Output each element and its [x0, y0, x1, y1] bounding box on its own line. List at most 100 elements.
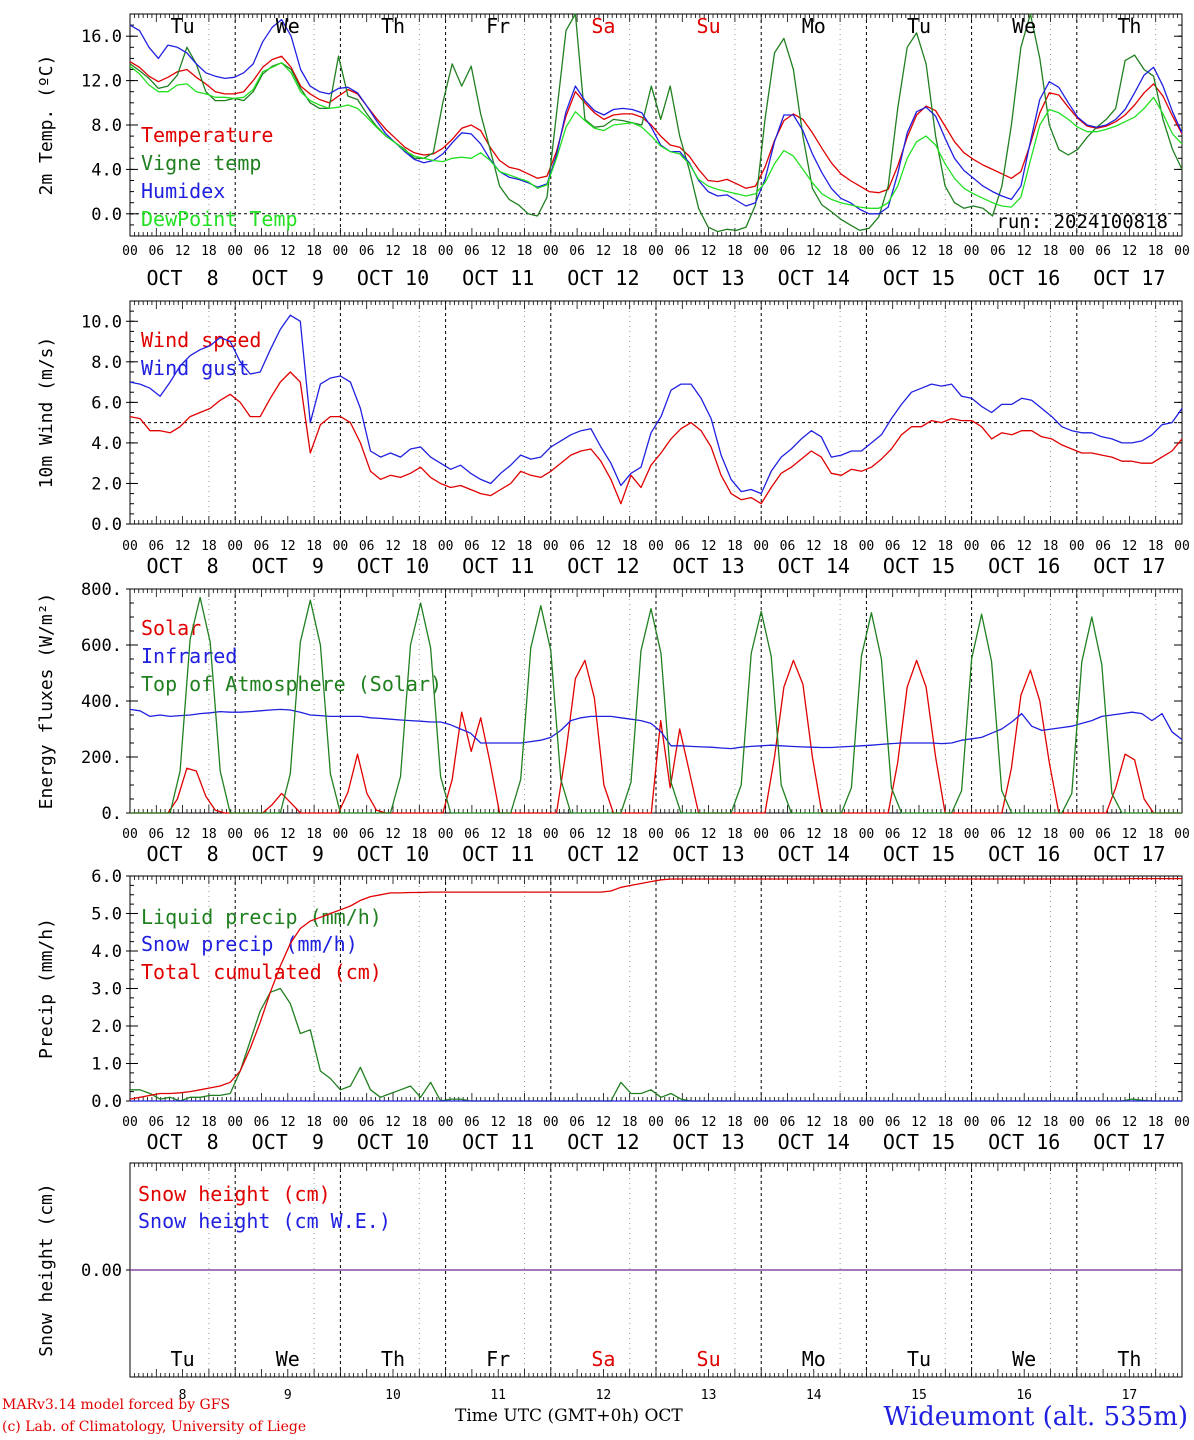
day-number: 10	[385, 1388, 401, 1403]
y-axis-label: Snow height (cm)	[36, 1183, 57, 1356]
series-line-total-cumulated-cm-	[129, 877, 1182, 1100]
hour-label: 12	[701, 827, 717, 842]
hour-label: 18	[201, 1115, 217, 1130]
hour-label: 18	[411, 244, 427, 259]
date-label: OCT 17	[1093, 266, 1165, 290]
date-label: OCT 13	[672, 1130, 744, 1154]
y-tick-label: 16.0	[81, 27, 122, 47]
y-tick-label: 2.0	[91, 474, 122, 494]
date-label: OCT 14	[778, 266, 850, 290]
legend-entry: Snow height (cm)	[138, 1182, 331, 1206]
hour-label: 18	[1043, 827, 1059, 842]
y-tick-label: 6.0	[91, 867, 122, 887]
legend-entry: Wind gust	[141, 356, 249, 380]
hour-label: 18	[622, 827, 638, 842]
y-tick-label: 12.0	[81, 72, 122, 92]
weekday-label: We	[276, 14, 300, 38]
hour-label: 18	[937, 1115, 953, 1130]
hour-label: 12	[175, 244, 191, 259]
hour-label: 18	[517, 539, 533, 554]
hour-label: 18	[727, 244, 743, 259]
hour-label: 18	[201, 539, 217, 554]
hour-label: 06	[359, 827, 375, 842]
hour-label: 18	[622, 539, 638, 554]
date-label: OCT 9	[252, 554, 324, 578]
date-label: OCT 16	[988, 554, 1060, 578]
hour-label: 06	[254, 827, 270, 842]
hour-label: 06	[254, 244, 270, 259]
hour-label: 00	[543, 1115, 559, 1130]
weekday-label: Tu	[907, 14, 931, 38]
hour-label: 06	[1095, 827, 1111, 842]
date-label: OCT 11	[462, 842, 534, 866]
weekday-label: Tu	[171, 14, 195, 38]
hour-label: 18	[306, 244, 322, 259]
hour-label: 06	[674, 827, 690, 842]
day-number: 9	[284, 1388, 292, 1403]
day-number: 16	[1016, 1388, 1032, 1403]
hour-label: 00	[1069, 1115, 1085, 1130]
hour-label: 18	[937, 539, 953, 554]
hour-label: 12	[596, 244, 612, 259]
hour-label: 12	[175, 539, 191, 554]
y-tick-label: 1.0	[91, 1055, 122, 1075]
y-tick-label: 0.0	[91, 205, 122, 225]
hour-label: 18	[727, 539, 743, 554]
date-label: OCT 12	[567, 842, 639, 866]
hour-label: 18	[517, 1115, 533, 1130]
hour-label: 18	[1043, 244, 1059, 259]
hour-label: 00	[1069, 539, 1085, 554]
hour-label: 12	[806, 1115, 822, 1130]
hour-label: 18	[727, 1115, 743, 1130]
date-label: OCT 8	[146, 1130, 218, 1154]
hour-label: 18	[832, 827, 848, 842]
weekday-label: We	[1012, 14, 1036, 38]
hour-label: 18	[937, 244, 953, 259]
hour-label: 12	[1122, 827, 1138, 842]
precip-panel: 0.0 1.0 2.0 3.0 4.0 5.0 6.0 Precip (mm/h) Liquid…	[36, 867, 1190, 1154]
y-tick-label: 8.0	[91, 353, 122, 373]
date-label: OCT 12	[567, 1130, 639, 1154]
hour-label: 18	[201, 244, 217, 259]
hour-label: 00	[227, 244, 243, 259]
weekday-label: Mo	[802, 1347, 826, 1371]
hour-label: 06	[990, 539, 1006, 554]
hour-label: 00	[1174, 1115, 1190, 1130]
hour-label: 12	[385, 1115, 401, 1130]
hour-label: 06	[780, 244, 796, 259]
hour-label: 18	[1148, 244, 1164, 259]
legend-entry: Vigne temp	[141, 151, 261, 175]
hour-label: 18	[411, 1115, 427, 1130]
hour-label: 06	[464, 827, 480, 842]
hour-label: 12	[701, 244, 717, 259]
hour-label: 12	[385, 827, 401, 842]
hour-label: 06	[254, 539, 270, 554]
hour-label: 00	[543, 244, 559, 259]
hour-label: 00	[1174, 539, 1190, 554]
hour-label: 00	[543, 827, 559, 842]
date-label: OCT 12	[567, 266, 639, 290]
hour-label: 06	[990, 244, 1006, 259]
hour-label: 12	[1122, 539, 1138, 554]
hour-label: 06	[569, 827, 585, 842]
hour-label: 12	[596, 827, 612, 842]
hour-label: 12	[490, 1115, 506, 1130]
y-tick-label: 200.	[81, 748, 122, 768]
hour-label: 18	[517, 827, 533, 842]
y-tick-label: 4.0	[91, 942, 122, 962]
weekday-label: Tu	[171, 1347, 195, 1371]
energy-panel: 0.200.400.600.800.Energy fluxes (W/m²) So…	[36, 580, 1190, 866]
weekday-label: We	[276, 1347, 300, 1371]
weekday-label: Th	[381, 1347, 405, 1371]
y-axis-label: 2m Temp. (ºC)	[36, 55, 57, 196]
hour-label: 18	[937, 827, 953, 842]
hour-label: 06	[1095, 244, 1111, 259]
hour-label: 00	[438, 539, 454, 554]
hour-label: 00	[333, 1115, 349, 1130]
series-line-temperature	[129, 55, 1183, 194]
plot-frame	[129, 300, 1183, 525]
date-label: OCT 11	[462, 554, 534, 578]
date-label: OCT 17	[1093, 1130, 1165, 1154]
hour-label: 00	[753, 244, 769, 259]
